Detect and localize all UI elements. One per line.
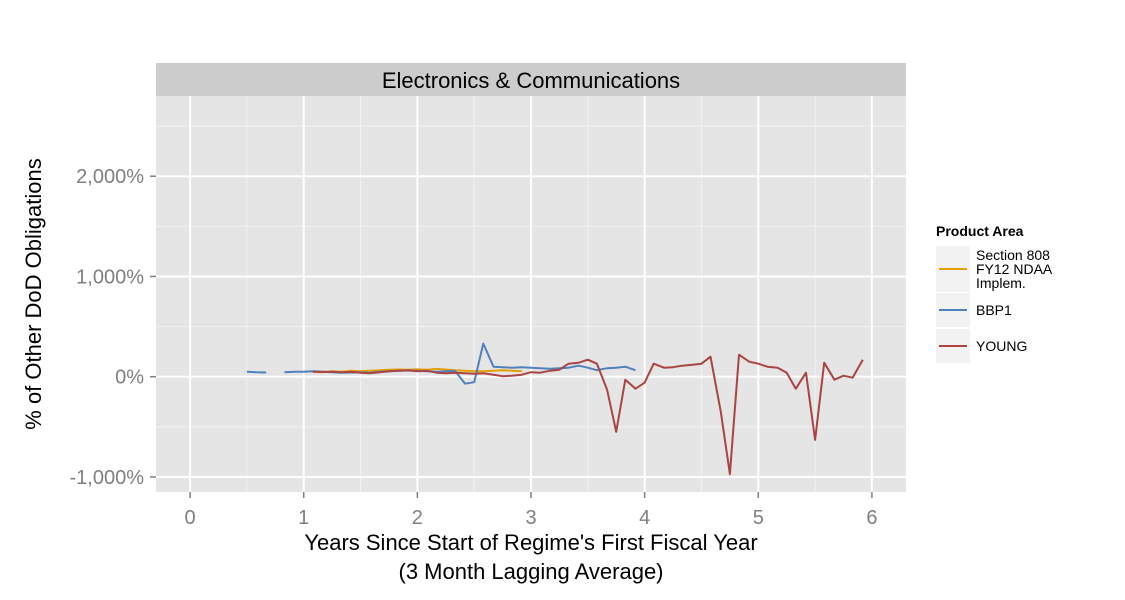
legend-label-2: YOUNG bbox=[976, 338, 1027, 354]
chart-title: Electronics & Communications bbox=[382, 68, 680, 93]
series-line-2-segment-0 bbox=[312, 353, 864, 475]
x-tick-label: 5 bbox=[753, 507, 764, 529]
x-axis-subtitle: (3 Month Lagging Average) bbox=[399, 559, 664, 584]
y-tick-label: 0% bbox=[115, 367, 144, 389]
series-lines bbox=[246, 342, 864, 475]
legend: Product Area Section 808 FY12 NDAA Implem.… bbox=[936, 223, 1053, 363]
legend-label-0: Section 808 FY12 NDAA Implem. bbox=[976, 247, 1053, 291]
x-axis-title: Years Since Start of Regime's First Fisc… bbox=[304, 530, 757, 555]
legend-title: Product Area bbox=[936, 223, 1024, 239]
x-tick-label: 0 bbox=[185, 507, 196, 529]
y-tick-label: -1,000% bbox=[70, 467, 145, 489]
x-tick-label: 4 bbox=[639, 507, 650, 529]
y-axis-title: % of Other DoD Obligations bbox=[21, 158, 46, 429]
x-tick-label: 3 bbox=[525, 507, 536, 529]
x-tick-label: 2 bbox=[412, 507, 423, 529]
x-axis: 0 1 2 3 4 5 6 bbox=[185, 492, 877, 529]
y-tick-label: 2,000% bbox=[76, 166, 144, 188]
major-gridlines bbox=[156, 96, 906, 492]
series-line-1-segment-0 bbox=[246, 370, 267, 374]
y-axis: -1,000% 0% 1,000% 2,000% bbox=[70, 166, 156, 489]
strip-background bbox=[156, 63, 906, 96]
x-tick-label: 6 bbox=[866, 507, 877, 529]
x-tick-label: 1 bbox=[298, 507, 309, 529]
y-tick-label: 1,000% bbox=[76, 266, 144, 288]
legend-label-1: BBP1 bbox=[976, 302, 1012, 318]
